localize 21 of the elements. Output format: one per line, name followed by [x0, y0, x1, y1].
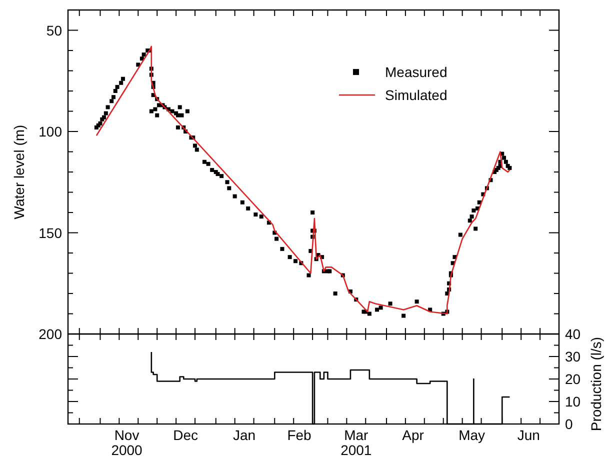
y-tick-label: 150 — [38, 224, 62, 241]
y-tick-label: 200 — [38, 326, 62, 342]
y-tick-label: 0 — [565, 416, 573, 432]
y-tick-label: 100 — [38, 124, 62, 140]
x-tick-label: Mar 2001 — [340, 427, 372, 458]
y-tick-label: 40 — [565, 326, 581, 342]
y-axis-title: Production (l/s) — [588, 336, 604, 432]
legend-label: Simulated — [385, 87, 448, 103]
x-tick-label: Feb — [287, 427, 312, 443]
x-tick-label: Jan — [233, 427, 256, 443]
y-axis-title: Water level (m) — [11, 124, 27, 220]
x-tick-label: May — [458, 427, 486, 443]
y-tick-label: 10 — [565, 394, 581, 410]
x-tick-label: Apr — [402, 427, 424, 443]
y-tick-label: 30 — [565, 348, 581, 364]
x-tick-label: Dec — [173, 427, 198, 443]
y-tick-label: 20 — [565, 371, 581, 387]
y-tick-label: 50 — [46, 22, 62, 38]
x-tick-label: Nov 2000 — [111, 427, 143, 458]
legend-label: Measured — [385, 64, 448, 80]
x-tick-label: Jun — [517, 427, 540, 443]
